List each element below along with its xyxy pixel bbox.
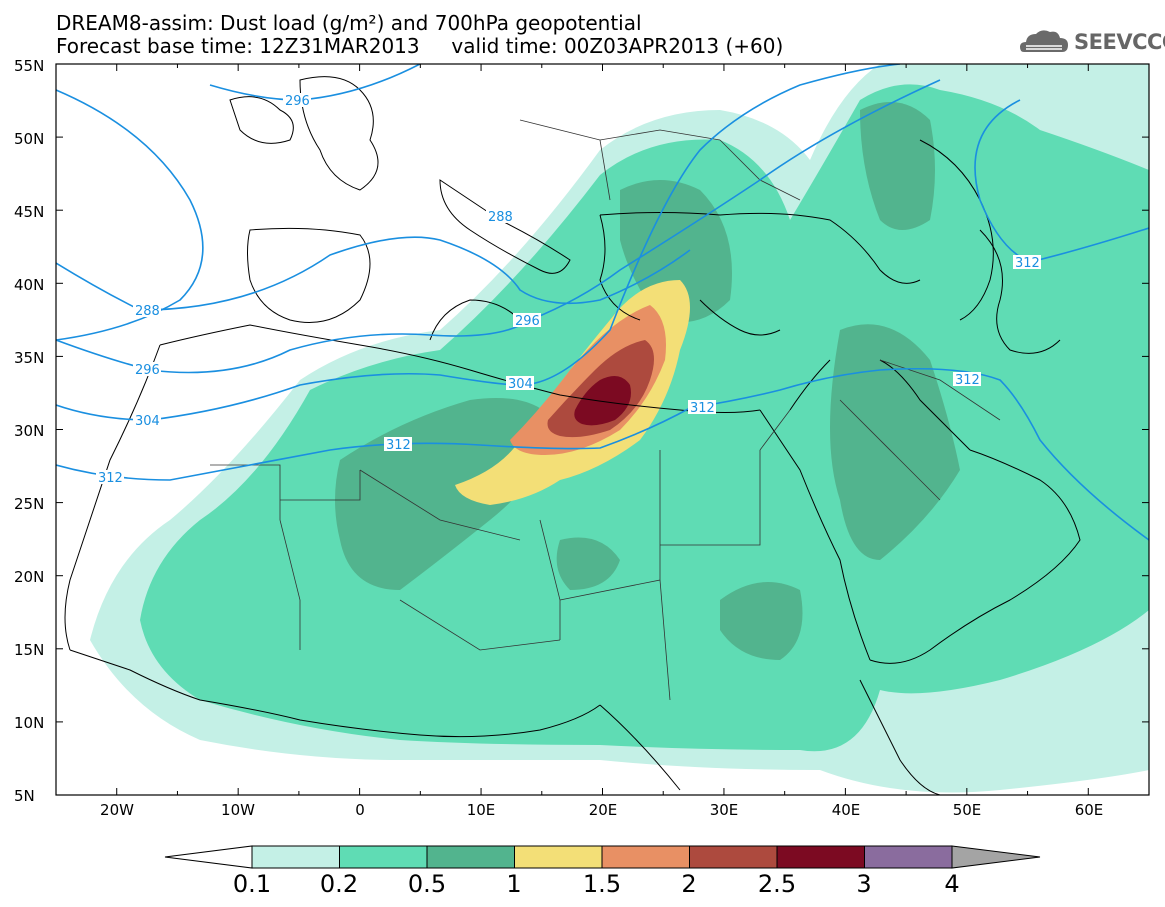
logo-text: SEEVCCC [1074, 30, 1165, 54]
colorbar-cells [251, 845, 953, 869]
contour-288-west [56, 89, 204, 341]
cloud-logo-icon [1020, 30, 1068, 52]
contour-label-312-iran: 312 [955, 373, 980, 388]
lon-label-20e: 20E [588, 801, 618, 819]
lat-label-45n: 45N [14, 203, 45, 221]
coastlines [64, 76, 1081, 795]
contour-312-east [974, 99, 1149, 263]
lon-label-10w: 10W [221, 801, 255, 819]
colorbar-label-1: 1 [506, 870, 522, 898]
contour-label-296-west: 296 [135, 363, 160, 378]
lat-label-15n: 15N [14, 641, 45, 659]
contour-label-304-west: 304 [135, 414, 160, 429]
lat-label-10n: 10N [14, 714, 45, 732]
contour-label-296-north: 296 [285, 94, 310, 109]
colorbar-label-0.5: 0.5 [407, 870, 447, 898]
colorbar-cell-0.5 [426, 845, 515, 869]
lat-label-35n: 35N [14, 349, 45, 367]
lon-label-60e: 60E [1074, 801, 1104, 819]
colorbar-under-arrow [164, 845, 253, 869]
colorbar-label-4: 4 [944, 870, 960, 898]
colorbar-cell-1.5 [601, 845, 690, 869]
contour-296-north [209, 64, 421, 101]
dust-level-2.5 [574, 376, 631, 426]
lon-label-30e: 30E [709, 801, 739, 819]
colorbar-label-2.5: 2.5 [757, 870, 797, 898]
colorbar-cell-1 [514, 845, 603, 869]
colorbar-label-0.2: 0.2 [319, 870, 359, 898]
lon-label-0: 0 [355, 801, 365, 819]
colorbar [164, 845, 1041, 869]
dust-level-0.5-middle-east [830, 324, 960, 560]
lat-label-50n: 50N [14, 130, 45, 148]
colorbar-label-0.1: 0.1 [232, 870, 272, 898]
colorbar-cell-0.1 [251, 845, 340, 869]
contour-label-312-egypt: 312 [690, 401, 715, 416]
dust-level-0.5-sudan [720, 582, 803, 660]
colorbar-over-arrow [951, 845, 1041, 869]
colorbar-cell-2.5 [776, 845, 865, 869]
dust-field [64, 64, 1149, 795]
contour-label-312-caspian: 312 [1015, 256, 1040, 271]
colorbar-label-1.5: 1.5 [582, 870, 622, 898]
lat-label-25n: 25N [14, 495, 45, 513]
contour-label-304-libya: 304 [508, 377, 533, 392]
lat-label-20n: 20N [14, 568, 45, 586]
map-subtitle-times: Forecast base time: 12Z31MAR2013 valid t… [56, 34, 784, 58]
lon-label-20w: 20W [100, 801, 134, 819]
dust-level-0.5-chad [556, 537, 620, 590]
lat-label-55n: 55N [14, 57, 45, 75]
lon-label-40e: 40E [831, 801, 861, 819]
seevccc-logo: SEEVCCC [1018, 24, 1165, 64]
contour-label-312-west: 312 [98, 471, 123, 486]
lon-label-10e: 10E [466, 801, 496, 819]
dust-level-0.5-balkans [620, 180, 732, 323]
lat-label-5n: 5N [14, 787, 35, 805]
dust-level-0.5-caspian [860, 102, 935, 230]
axis-ticks [55, 63, 1150, 796]
contour-label-288-italy: 288 [488, 210, 513, 225]
country-borders [210, 119, 1001, 701]
contour-312-south [56, 367, 1149, 541]
colorbar-label-3: 3 [856, 870, 872, 898]
contour-label-296-med: 296 [515, 314, 540, 329]
colorbar-label-2: 2 [681, 870, 697, 898]
lat-label-40n: 40N [14, 276, 45, 294]
colorbar-cell-3 [864, 845, 953, 869]
colorbar-cell-0.2 [339, 845, 428, 869]
lat-label-30n: 30N [14, 422, 45, 440]
contour-label-312-sahara: 312 [386, 438, 411, 453]
map-title: DREAM8-assim: Dust load (g/m²) and 700hP… [56, 11, 642, 35]
colorbar-cell-2 [689, 845, 778, 869]
contour-label-288-west: 288 [135, 304, 160, 319]
contour-296-south [56, 79, 941, 374]
contour-labels: 296 288 288 296 296 304 304 312 312 312 … [96, 93, 1041, 486]
lon-label-50e: 50E [952, 801, 982, 819]
